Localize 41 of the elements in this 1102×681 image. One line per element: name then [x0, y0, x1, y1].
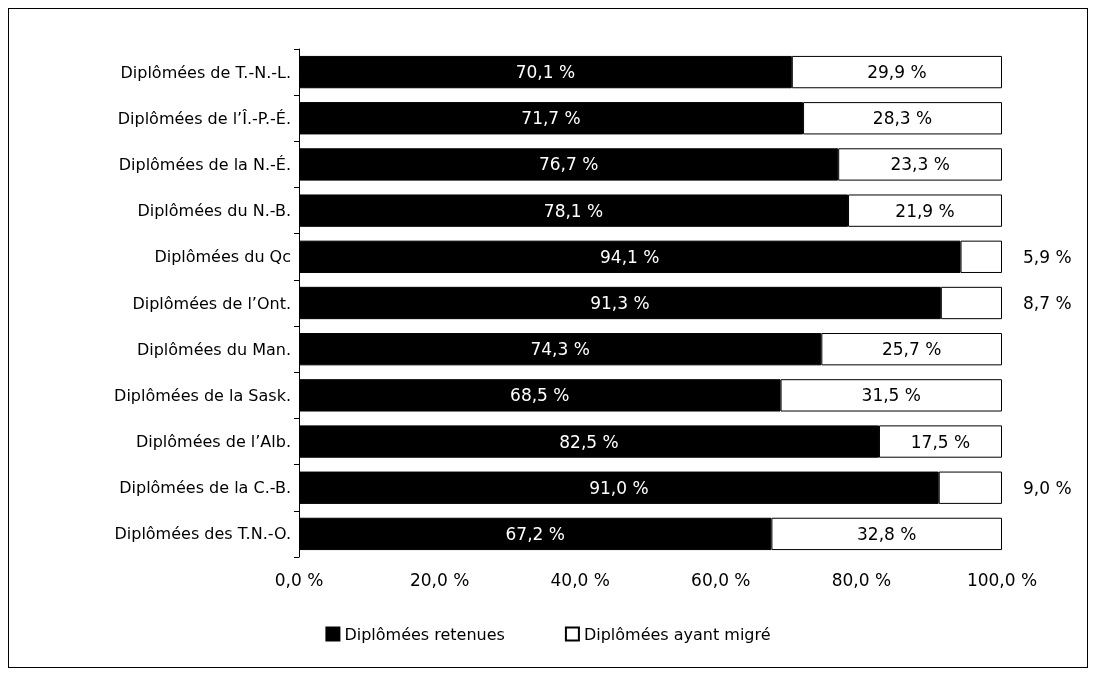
- x-tick-label: 60,0 %: [691, 569, 751, 590]
- data-label: 8,7 %: [1023, 293, 1072, 313]
- data-label: 29,9 %: [867, 62, 927, 83]
- y-tick-label: Diplômées de la N.-É.: [118, 154, 291, 174]
- y-tick-label: Diplômées de l’Î.-P.-É.: [117, 108, 291, 128]
- x-tick-label: 100,0 %: [966, 569, 1038, 590]
- data-label: 76,7 %: [538, 154, 599, 175]
- data-label: 91,0 %: [589, 477, 649, 498]
- data-label: 28,3 %: [872, 108, 933, 129]
- data-label: 25,7 %: [881, 339, 942, 360]
- legend-label: Diplômées ayant migré: [583, 624, 771, 644]
- x-tick-label: 20,0 %: [409, 569, 470, 590]
- data-label: 70,1 %: [515, 62, 576, 83]
- y-tick-label: Diplômées de T.-N.-L.: [120, 62, 291, 82]
- data-label: 82,5 %: [559, 431, 619, 452]
- data-label: 71,7 %: [521, 108, 581, 129]
- data-label: 94,1 %: [600, 246, 660, 267]
- data-label: 5,9 %: [1023, 246, 1072, 267]
- y-tick-label: Diplômées de la Sask.: [114, 385, 291, 405]
- data-label: 31,5 %: [861, 385, 921, 406]
- data-label: 9,0 %: [1023, 477, 1072, 498]
- legend-label: Diplômées retenues: [344, 624, 505, 644]
- y-tick-label: Diplômées de l’Ont.: [132, 293, 291, 313]
- y-tick-label: Diplômées de l’Alb.: [135, 432, 291, 452]
- y-tick-label: Diplômées des T.N.-O.: [114, 524, 291, 544]
- data-label: 67,2 %: [505, 523, 565, 544]
- data-label: 17,5 %: [910, 431, 971, 452]
- data-label: 78,1 %: [543, 200, 604, 221]
- y-tick-label: Diplômées du N.-B.: [137, 201, 291, 221]
- x-tick-label: 80,0 %: [831, 569, 892, 590]
- x-tick-label: 40,0 %: [550, 569, 610, 590]
- data-label: 32,8 %: [857, 523, 917, 544]
- data-label: 23,3 %: [890, 154, 950, 175]
- data-label: 74,3 %: [530, 339, 590, 360]
- data-label: 68,5 %: [510, 385, 570, 406]
- data-label: 21,9 %: [895, 200, 955, 221]
- data-label: 91,3 %: [590, 293, 650, 313]
- x-tick-label: 0,0 %: [274, 569, 324, 590]
- y-tick-label: Diplômées de la C.-B.: [119, 478, 291, 498]
- y-tick-label: Diplômées du Man.: [136, 339, 291, 359]
- y-tick-label: Diplômées du Qc: [154, 247, 291, 267]
